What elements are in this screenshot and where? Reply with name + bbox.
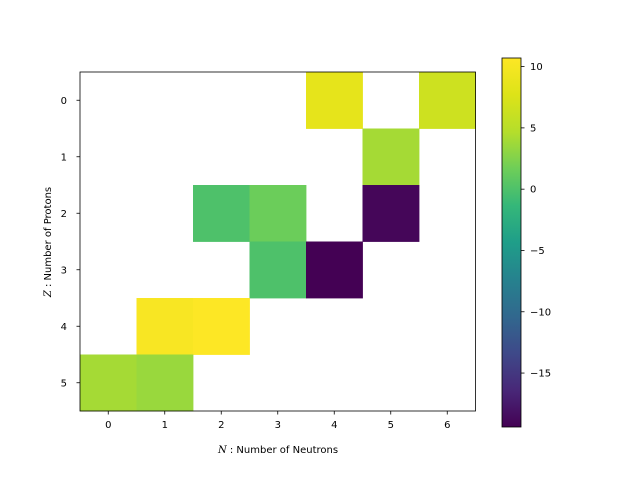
x-tick-label: 1	[162, 420, 168, 431]
colorbar	[501, 57, 522, 428]
heatmap-cell	[306, 72, 363, 129]
y-tick-label: 4	[61, 322, 67, 333]
plot-area	[79, 71, 476, 412]
y-axis-label-text: : Number of Protons	[43, 187, 54, 290]
heatmap-cell	[193, 298, 250, 355]
colorbar-tick-label: 5	[530, 123, 536, 134]
y-tick-label: 2	[61, 209, 67, 220]
colorbar-tick-label: 0	[530, 185, 536, 196]
heatmap-cell	[249, 241, 307, 299]
colorbar-tick-label: −10	[530, 307, 551, 318]
colorbar-tick-label: −5	[530, 246, 545, 257]
heatmap-cell	[193, 185, 250, 242]
x-axis-label: N : Number of Neutrons	[217, 445, 338, 456]
y-axis-ticks: 0 1 2 3 4 5	[61, 96, 80, 389]
x-tick-label: 4	[331, 420, 337, 431]
x-tick-label: 0	[105, 420, 111, 431]
x-axis-ticks: 0 1 2 3 4 5 6	[105, 411, 450, 431]
heatmap-cell	[136, 354, 194, 412]
x-axis-label-symbol: N	[217, 445, 228, 456]
y-tick-label: 0	[61, 96, 67, 107]
heatmap-cell	[362, 128, 420, 186]
x-tick-label: 3	[275, 420, 281, 431]
x-tick-label: 6	[444, 420, 450, 431]
heatmap-cell	[419, 72, 476, 129]
heatmap-cell	[80, 354, 137, 412]
heatmap-cell	[362, 185, 420, 242]
heatmap-cell	[306, 241, 363, 299]
x-axis-label-text: : Number of Neutrons	[227, 445, 338, 456]
colorbar-ticks: 10 5 0 −5 −10 −15	[521, 62, 551, 380]
y-tick-label: 5	[61, 378, 67, 389]
colorbar-tick-label: −15	[530, 369, 551, 380]
heatmap-cell	[136, 298, 194, 355]
y-axis-label: Z : Number of Protons	[43, 187, 54, 298]
y-tick-label: 1	[61, 152, 67, 163]
colorbar-tick-label: 10	[530, 62, 543, 73]
y-tick-label: 3	[61, 265, 67, 276]
x-tick-label: 5	[388, 420, 394, 431]
y-axis-label-symbol: Z	[43, 289, 54, 298]
heatmap-cell	[249, 185, 307, 242]
x-tick-label: 2	[218, 420, 224, 431]
